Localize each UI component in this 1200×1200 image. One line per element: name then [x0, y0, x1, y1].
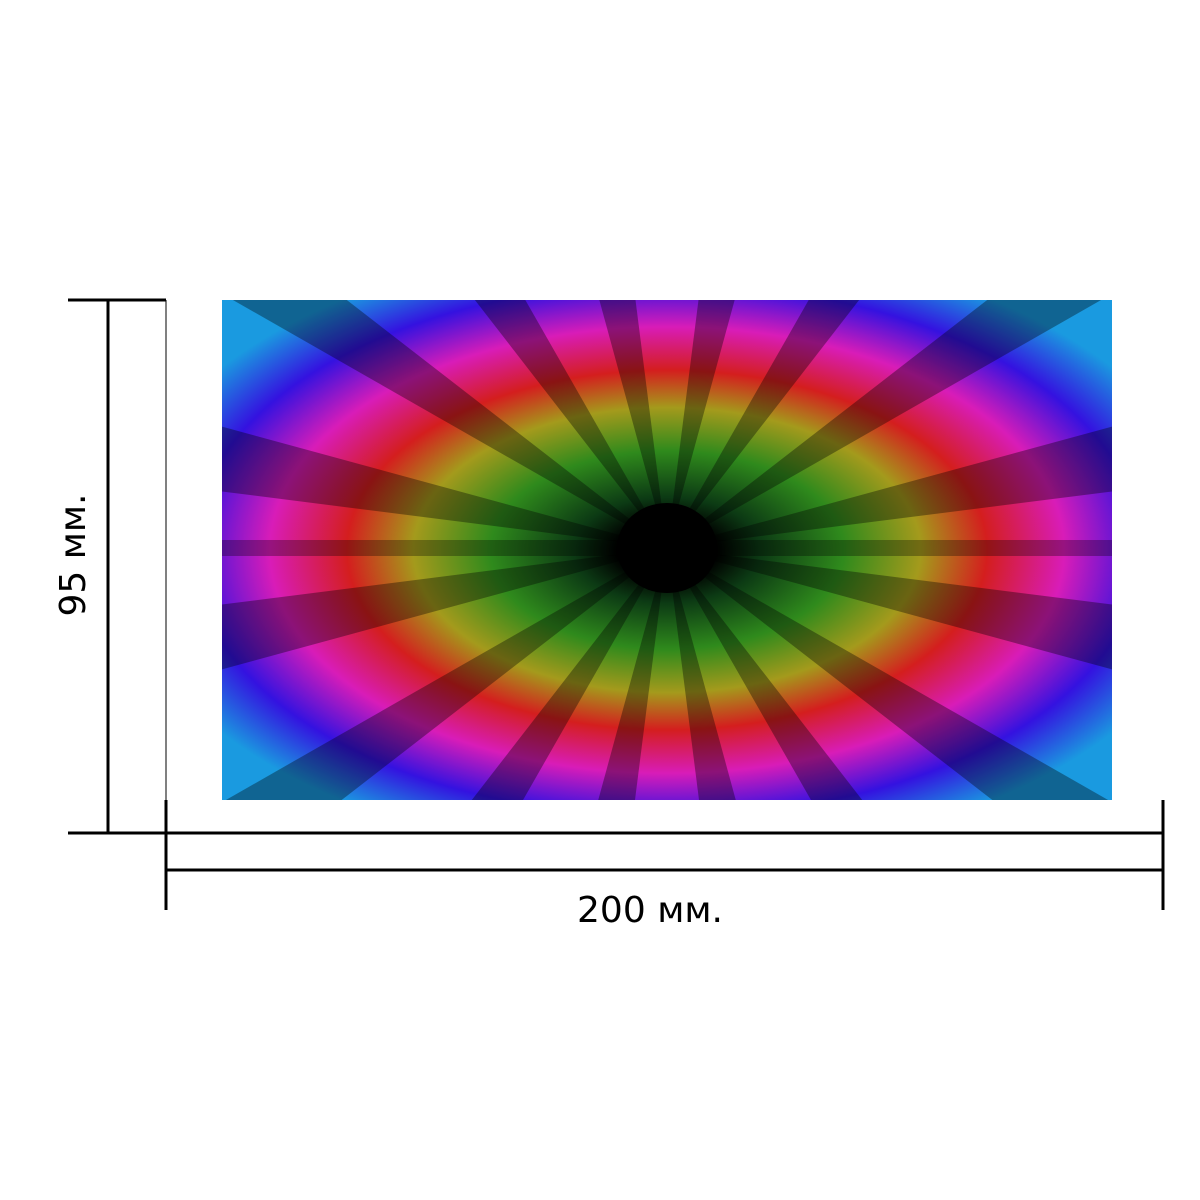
- pattern-ray: [222, 426, 667, 548]
- width-label: 200 мм.: [577, 890, 723, 931]
- pattern-ray: [232, 300, 667, 548]
- height-label: 95 мм.: [53, 493, 94, 616]
- pattern-ray: [667, 548, 1109, 800]
- pattern-ray: [667, 300, 735, 548]
- pattern-ray: [222, 548, 667, 670]
- pattern-center: [617, 503, 717, 593]
- pattern-ray: [667, 426, 1112, 548]
- pattern-ray: [225, 548, 667, 800]
- pattern-ray: [667, 548, 736, 800]
- pattern-ray: [667, 548, 1112, 670]
- pattern-ray: [667, 300, 1102, 548]
- pattern-ray: [599, 300, 667, 548]
- pattern-ray: [598, 548, 667, 800]
